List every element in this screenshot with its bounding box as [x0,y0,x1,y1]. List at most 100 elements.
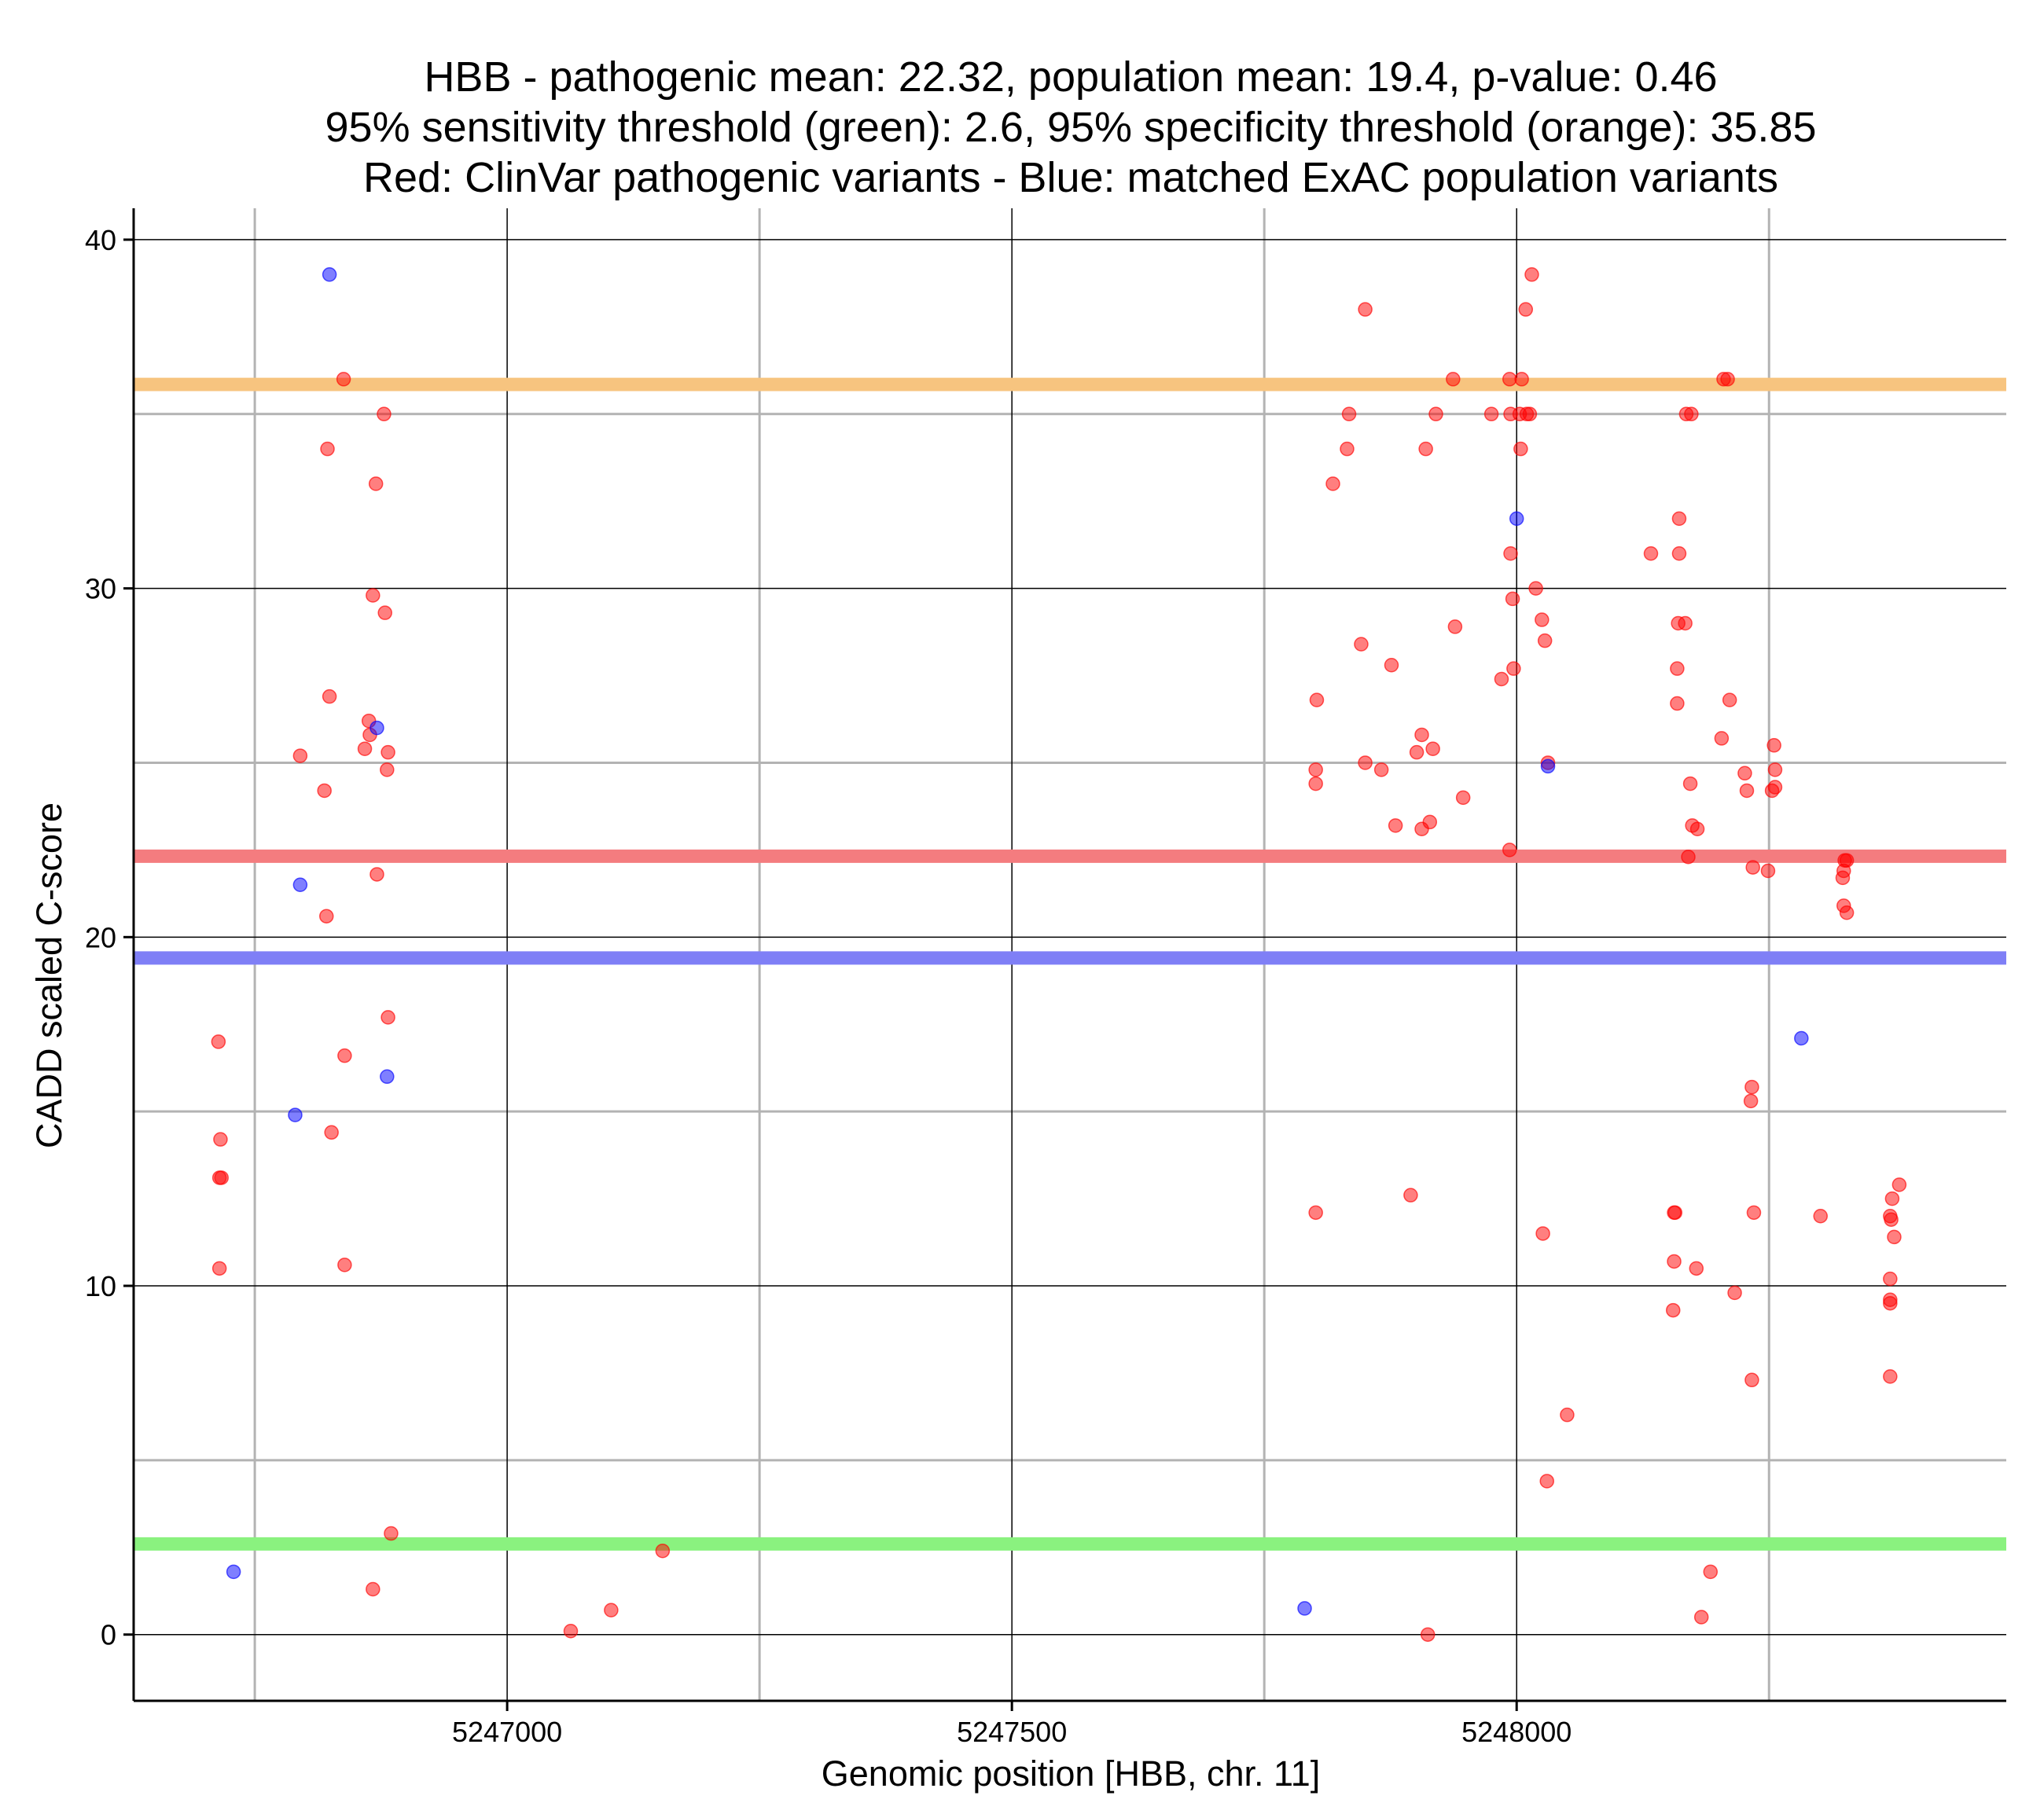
pathogenic-variant-point [1340,441,1355,457]
y-tick-label: 30 [85,573,116,605]
x-tick-label: 5248000 [1461,1716,1572,1748]
pathogenic-variant-point [322,689,337,704]
y-axis-title: CADD scaled C-score [29,802,69,1148]
title-line-1: HBB - pathogenic mean: 22.32, population… [424,53,1717,101]
pathogenic-variant-point [1309,692,1325,707]
axis-ticks: 5247000 5247500 5248000 0 10 20 30 40 [85,224,1572,1748]
pathogenic-variant-point [1537,633,1553,648]
pathogenic-variant-point [368,476,384,491]
pathogenic-variant-point [1560,1407,1575,1423]
pathogenic-variant-point [1505,591,1520,607]
pathogenic-variant-point [1528,581,1543,596]
population-variant-point [1509,511,1524,527]
axes [132,208,2006,1702]
pathogenic-variant-point [1739,783,1755,799]
pathogenic-variant-point [1746,1205,1762,1221]
pathogenic-variant-point [384,1526,399,1541]
pathogenic-variant-point [1414,727,1429,743]
pathogenic-variant-point [1813,1209,1828,1224]
pathogenic-variant-point [1891,1177,1907,1192]
pathogenic-variant-point [1760,863,1776,879]
pathogenic-variant-point [563,1624,579,1639]
pathogenic-variant-point [1720,372,1735,387]
pathogenic-variant-point [1428,406,1443,422]
pathogenic-variant-point [1513,441,1528,457]
clinvar-pathogenic-series [211,267,1907,1642]
pathogenic-variant-point [1455,790,1471,806]
pathogenic-variant-point [1883,1295,1898,1311]
pathogenic-variant-point [1502,372,1517,387]
pathogenic-variant-point [1409,744,1425,760]
pathogenic-variant-point [319,909,334,924]
pathogenic-variant-point [1684,406,1699,422]
pathogenic-variant-point [1539,1474,1554,1489]
x-axis-title: Genomic position [HBB, chr. 11] [822,1753,1320,1794]
pathogenic-variant-point [357,741,373,756]
pathogenic-variant-point [1420,1627,1436,1642]
pathogenic-variant-point [1414,821,1429,837]
pathogenic-variant-point [1667,1254,1682,1269]
pathogenic-variant-point [1384,657,1399,673]
pathogenic-variant-point [1835,870,1851,886]
pathogenic-variant-point [1373,762,1389,777]
pathogenic-variant-point [380,762,395,777]
pathogenic-variant-point [1535,1226,1550,1241]
pathogenic-variant-point [1689,1261,1704,1276]
pathogenic-variant-point [380,1010,395,1025]
pathogenic-variant-point [366,588,380,603]
pathogenic-variant-point [1689,821,1705,837]
pathogenic-variant-point [1682,776,1698,791]
pathogenic-variant-point [1884,1191,1900,1206]
pathogenic-variant-point [1839,905,1855,920]
pathogenic-variant-point [211,1034,226,1049]
x-tick-label: 5247500 [957,1716,1067,1748]
pathogenic-variant-point [1678,615,1693,631]
population-variant-point [369,720,384,736]
pathogenic-variant-point [1514,372,1529,387]
pathogenic-variant-point [1744,1372,1759,1388]
y-tick-label: 10 [85,1270,116,1302]
pathogenic-variant-point [1643,546,1659,561]
pathogenic-variant-point [1388,818,1403,833]
pathogenic-variant-point [1403,1188,1418,1203]
pathogenic-variant-point [1883,1369,1898,1384]
pathogenic-variant-point [292,748,308,763]
pathogenic-variant-point [1354,637,1369,652]
pathogenic-variant-point [380,744,395,760]
pathogenic-variant-point [1494,671,1509,687]
pathogenic-variant-point [1767,780,1783,795]
pathogenic-variant-point [1483,406,1499,422]
pathogenic-variant-point [366,1581,380,1597]
pathogenic-variant-point [1693,1610,1709,1625]
pathogenic-variant-point [336,372,351,387]
pathogenic-variant-point [377,406,392,422]
pathogenic-variant-point [1358,302,1373,317]
pathogenic-variant-point [214,1170,229,1185]
pathogenic-variant-point [369,867,384,882]
pathogenic-variant-point [1714,731,1730,746]
pathogenic-variant-point [1358,755,1373,770]
y-tick-label: 0 [101,1619,116,1651]
x-tick-label: 5247000 [452,1716,562,1748]
pathogenic-variant-point [1425,741,1440,756]
pathogenic-variant-point [1447,619,1463,634]
pathogenic-variant-point [1518,302,1534,317]
pathogenic-variant-point [1522,406,1538,422]
pathogenic-variant-point [1308,1205,1323,1221]
pathogenic-variant-point [1744,1079,1759,1095]
pathogenic-variant-point [1506,661,1521,676]
pathogenic-variant-point [1766,738,1781,753]
pathogenic-variant-point [1446,372,1461,387]
pathogenic-variant-point [1308,762,1323,777]
chart-title: HBB - pathogenic mean: 22.32, population… [325,53,1817,201]
population-variant-point [1794,1030,1809,1046]
pathogenic-variant-point [1341,406,1357,422]
pathogenic-variant-point [213,1132,228,1147]
pathogenic-variant-point [1535,612,1550,627]
pathogenic-variant-point [1745,860,1760,875]
pathogenic-variant-point [337,1258,352,1272]
pathogenic-variant-point [1887,1229,1902,1245]
pathogenic-variant-point [1767,762,1783,777]
